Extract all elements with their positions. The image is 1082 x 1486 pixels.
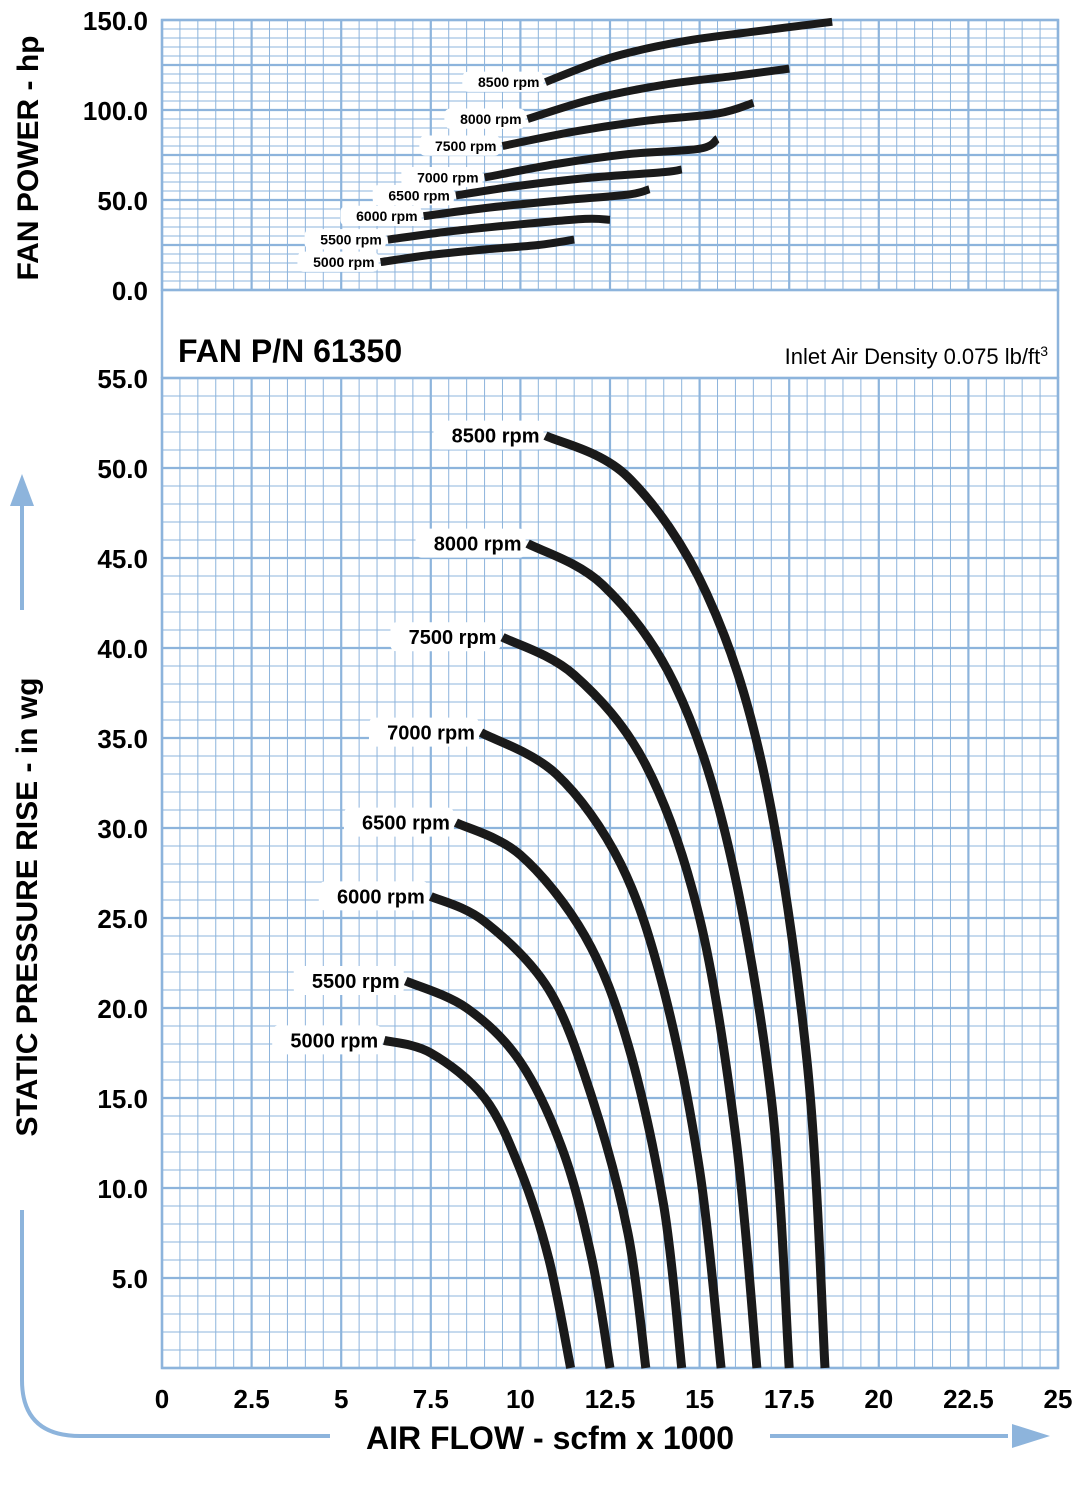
power-label-6500-rpm: 6500 rpm <box>388 187 449 203</box>
power-y-tick-label: 100.0 <box>83 96 148 126</box>
pressure-label-6500-rpm: 6500 rpm <box>362 813 450 835</box>
pressure-y-tick-label: 25.0 <box>97 904 148 934</box>
pressure-curve <box>403 976 615 1369</box>
power-label-bg <box>340 205 422 226</box>
x-axis-arrowhead-icon <box>1012 1424 1050 1448</box>
y-axis-arrow-line <box>20 505 1008 1438</box>
power-curve <box>387 214 611 244</box>
power-label-8000-rpm: 8000 rpm <box>460 111 521 127</box>
x-tick-label: 15 <box>685 1384 714 1414</box>
power-label-7000-rpm: 7000 rpm <box>417 169 478 185</box>
pressure-y-tick-label: 55.0 <box>97 364 148 394</box>
x-tick-label: 7.5 <box>413 1384 449 1414</box>
density-note-text: Inlet Air Density 0.075 lb/ft <box>785 344 1041 369</box>
power-label-bg <box>462 71 544 92</box>
power-label-bg <box>372 185 454 206</box>
y-axis-arrowhead-icon <box>10 474 34 506</box>
pressure-y-tick-label: 40.0 <box>97 634 148 664</box>
pressure-label-bg <box>368 717 479 747</box>
pressure-label-bg <box>293 966 404 995</box>
pressure-y-tick-label: 10.0 <box>97 1174 148 1204</box>
x-axis-title: AIR FLOW - scfm x 1000 <box>366 1420 734 1456</box>
x-tick-label: 2.5 <box>234 1384 270 1414</box>
x-tick-label: 5 <box>334 1384 348 1414</box>
power-label-5000-rpm: 5000 rpm <box>313 254 374 270</box>
pressure-label-8000-rpm: 8000 rpm <box>434 534 522 556</box>
power-curve <box>483 135 720 182</box>
pressure-label-bg <box>390 622 501 652</box>
pressure-y-tick-label: 50.0 <box>97 454 148 484</box>
pressure-label-5000-rpm: 5000 rpm <box>290 1030 378 1052</box>
power-y-tick-label: 50.0 <box>97 186 148 216</box>
pressure-y-tick-label: 45.0 <box>97 544 148 574</box>
curve-labels: 5000 rpm 5500 rpm 6000 rpm 6500 rpm 7000 rpm… <box>272 71 544 1055</box>
x-tick-label: 12.5 <box>585 1384 636 1414</box>
power-y-tick-label: 0.0 <box>112 276 148 306</box>
pressure-label-5500-rpm: 5500 rpm <box>312 971 400 993</box>
power-curve <box>544 17 833 86</box>
power-label-bg <box>444 108 526 129</box>
pressure-label-bg <box>272 1025 383 1055</box>
x-tick-label: 25 <box>1044 1384 1073 1414</box>
pressure-label-8500-rpm: 8500 rpm <box>452 426 540 448</box>
power-curve <box>423 185 651 221</box>
power-label-bg <box>419 135 501 156</box>
power-curve <box>526 64 790 123</box>
power-curve <box>501 98 755 150</box>
axis-ticks: 0 2.5 5 7.5 10 12.5 15 17.5 20 22.5 25 5.0 10.0 15.0 2… <box>83 6 1073 1414</box>
power-curve <box>455 165 683 200</box>
pressure-axis-title: STATIC PRESSURE RISE - in wg <box>11 678 44 1137</box>
pressure-label-bg <box>343 807 454 837</box>
power-y-tick-label: 150.0 <box>83 6 148 36</box>
power-axis-title: FAN POWER - hp <box>12 36 45 281</box>
chart-title-band: FAN P/N 61350 Inlet Air Density 0.075 lb… <box>178 333 1048 369</box>
power-label-7500-rpm: 7500 rpm <box>435 138 496 154</box>
chart-title: FAN P/N 61350 <box>178 333 402 369</box>
x-tick-label: 10 <box>506 1384 535 1414</box>
pressure-y-tick-label: 35.0 <box>97 724 148 754</box>
pressure-label-bg <box>318 881 429 911</box>
power-label-8500-rpm: 8500 rpm <box>478 74 539 90</box>
x-tick-label: 20 <box>864 1384 893 1414</box>
power-label-5500-rpm: 5500 rpm <box>320 232 381 248</box>
pressure-label-bg <box>433 420 544 450</box>
power-plot-border <box>160 18 1060 292</box>
x-tick-label: 0 <box>155 1384 169 1414</box>
pressure-y-tick-label: 15.0 <box>97 1084 148 1114</box>
density-note: Inlet Air Density 0.075 lb/ft3 <box>785 343 1049 369</box>
pressure-y-tick-label: 30.0 <box>97 814 148 844</box>
density-note-superscript: 3 <box>1040 343 1048 359</box>
x-tick-label: 17.5 <box>764 1384 815 1414</box>
pressure-label-6000-rpm: 6000 rpm <box>337 886 425 908</box>
pressure-label-7000-rpm: 7000 rpm <box>387 723 475 745</box>
power-label-bg <box>297 251 379 272</box>
performance-curves <box>380 17 833 1369</box>
pressure-y-tick-label: 20.0 <box>97 994 148 1024</box>
axis-decorations: AIR FLOW - scfm x 1000 STATIC PRESSURE R… <box>4 36 1050 1458</box>
pressure-curve <box>383 1036 576 1369</box>
x-tick-label: 22.5 <box>943 1384 994 1414</box>
power-label-bg <box>401 167 483 188</box>
pressure-curve <box>543 431 830 1369</box>
pressure-curve <box>478 728 726 1369</box>
pressure-label-bg <box>415 528 526 558</box>
pressure-curve <box>525 539 794 1369</box>
pressure-curve <box>428 892 651 1369</box>
power-curve <box>380 235 575 267</box>
power-label-6000-rpm: 6000 rpm <box>356 208 417 224</box>
pressure-curve <box>453 818 687 1369</box>
pressure-label-7500-rpm: 7500 rpm <box>409 627 497 649</box>
pressure-y-tick-label: 5.0 <box>112 1264 148 1294</box>
pressure-curve <box>500 633 762 1369</box>
power-label-bg <box>304 229 386 250</box>
